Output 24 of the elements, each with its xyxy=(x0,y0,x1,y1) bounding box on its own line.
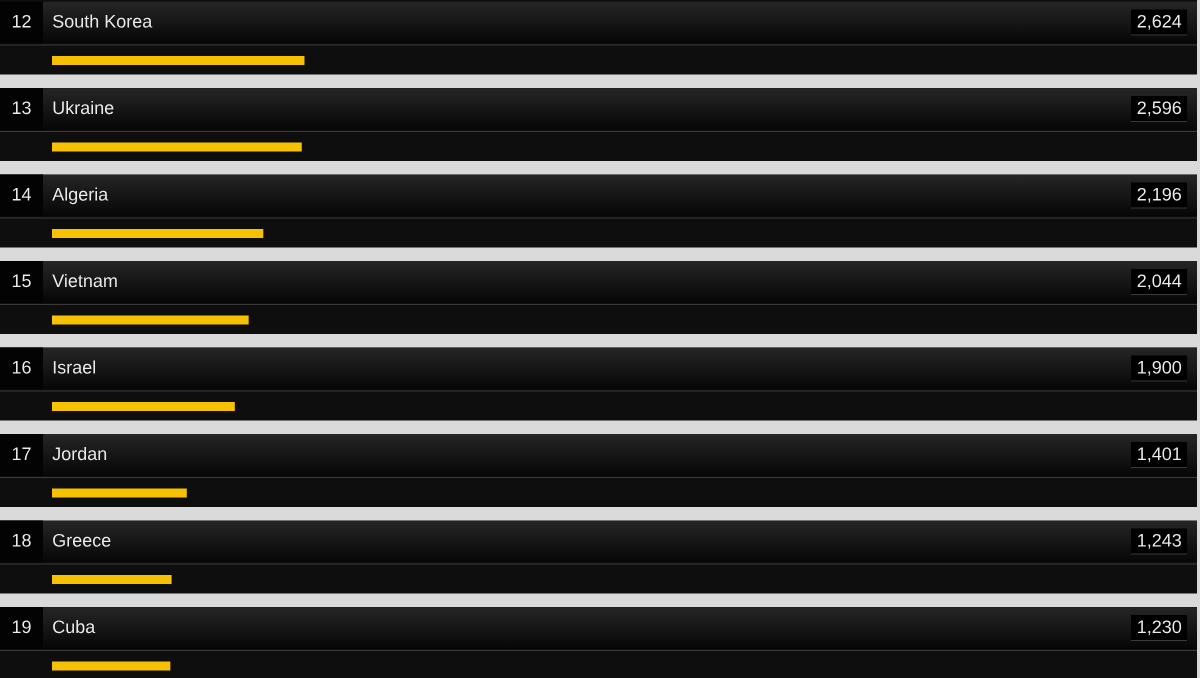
y-tick-label: South Korea xyxy=(53,14,153,28)
data-label: 1,401 xyxy=(1138,447,1181,463)
data-label: 2,624 xyxy=(1137,14,1182,30)
y-tick-label: Algeria xyxy=(52,187,109,205)
text: 15 xyxy=(12,274,31,288)
text: 14 xyxy=(12,188,31,201)
text: 12 xyxy=(12,14,31,28)
text: 16 xyxy=(12,360,31,374)
data-label: 1,243 xyxy=(1138,533,1181,549)
data-label: 2,044 xyxy=(1137,274,1182,290)
text: 19 xyxy=(12,620,31,634)
y-tick-label: Ukraine xyxy=(53,100,114,115)
data-label: 1,230 xyxy=(1138,620,1182,636)
y-tick-label: Cuba xyxy=(53,619,96,634)
text: 18 xyxy=(12,533,31,547)
y-tick-label: Israel xyxy=(53,360,96,374)
y-tick-label: Vietnam xyxy=(52,273,117,288)
y-tick-label: Greece xyxy=(53,533,111,547)
text: 13 xyxy=(12,101,31,115)
y-tick-label: Jordan xyxy=(52,446,107,461)
text: 17 xyxy=(12,447,31,460)
data-label: 1,900 xyxy=(1138,360,1182,376)
data-label: 2,196 xyxy=(1137,187,1181,203)
data-label: 2,596 xyxy=(1137,101,1181,117)
